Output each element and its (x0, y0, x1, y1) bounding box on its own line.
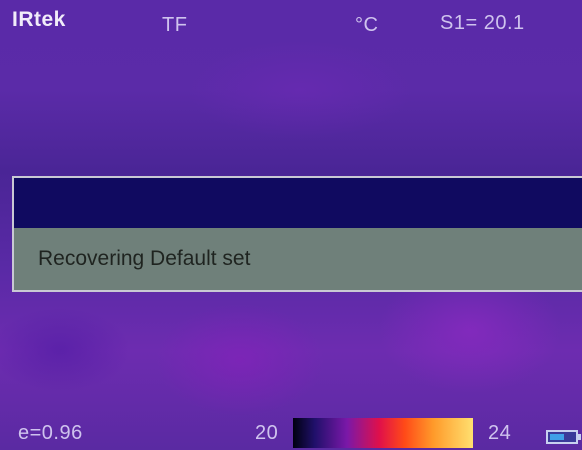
scale-max-label: 24 (488, 422, 512, 444)
dialog-body: Recovering Default set (14, 228, 582, 290)
battery-icon (546, 430, 578, 444)
battery-tip (578, 434, 581, 440)
brand-logo: IRtek (12, 8, 66, 31)
battery-level-fill (550, 434, 564, 440)
dialog-message: Recovering Default set (38, 247, 251, 270)
measure-mode: TF (162, 14, 188, 36)
temperature-unit: °C (355, 14, 379, 36)
spot-temperature-readout: S1= 20.1 (440, 12, 525, 34)
color-palette-scale (293, 418, 473, 448)
emissivity-readout: e=0.96 (18, 422, 83, 444)
dialog-titlebar (14, 178, 582, 228)
recovery-dialog: Recovering Default set (12, 176, 582, 292)
scale-min-label: 20 (255, 422, 279, 444)
